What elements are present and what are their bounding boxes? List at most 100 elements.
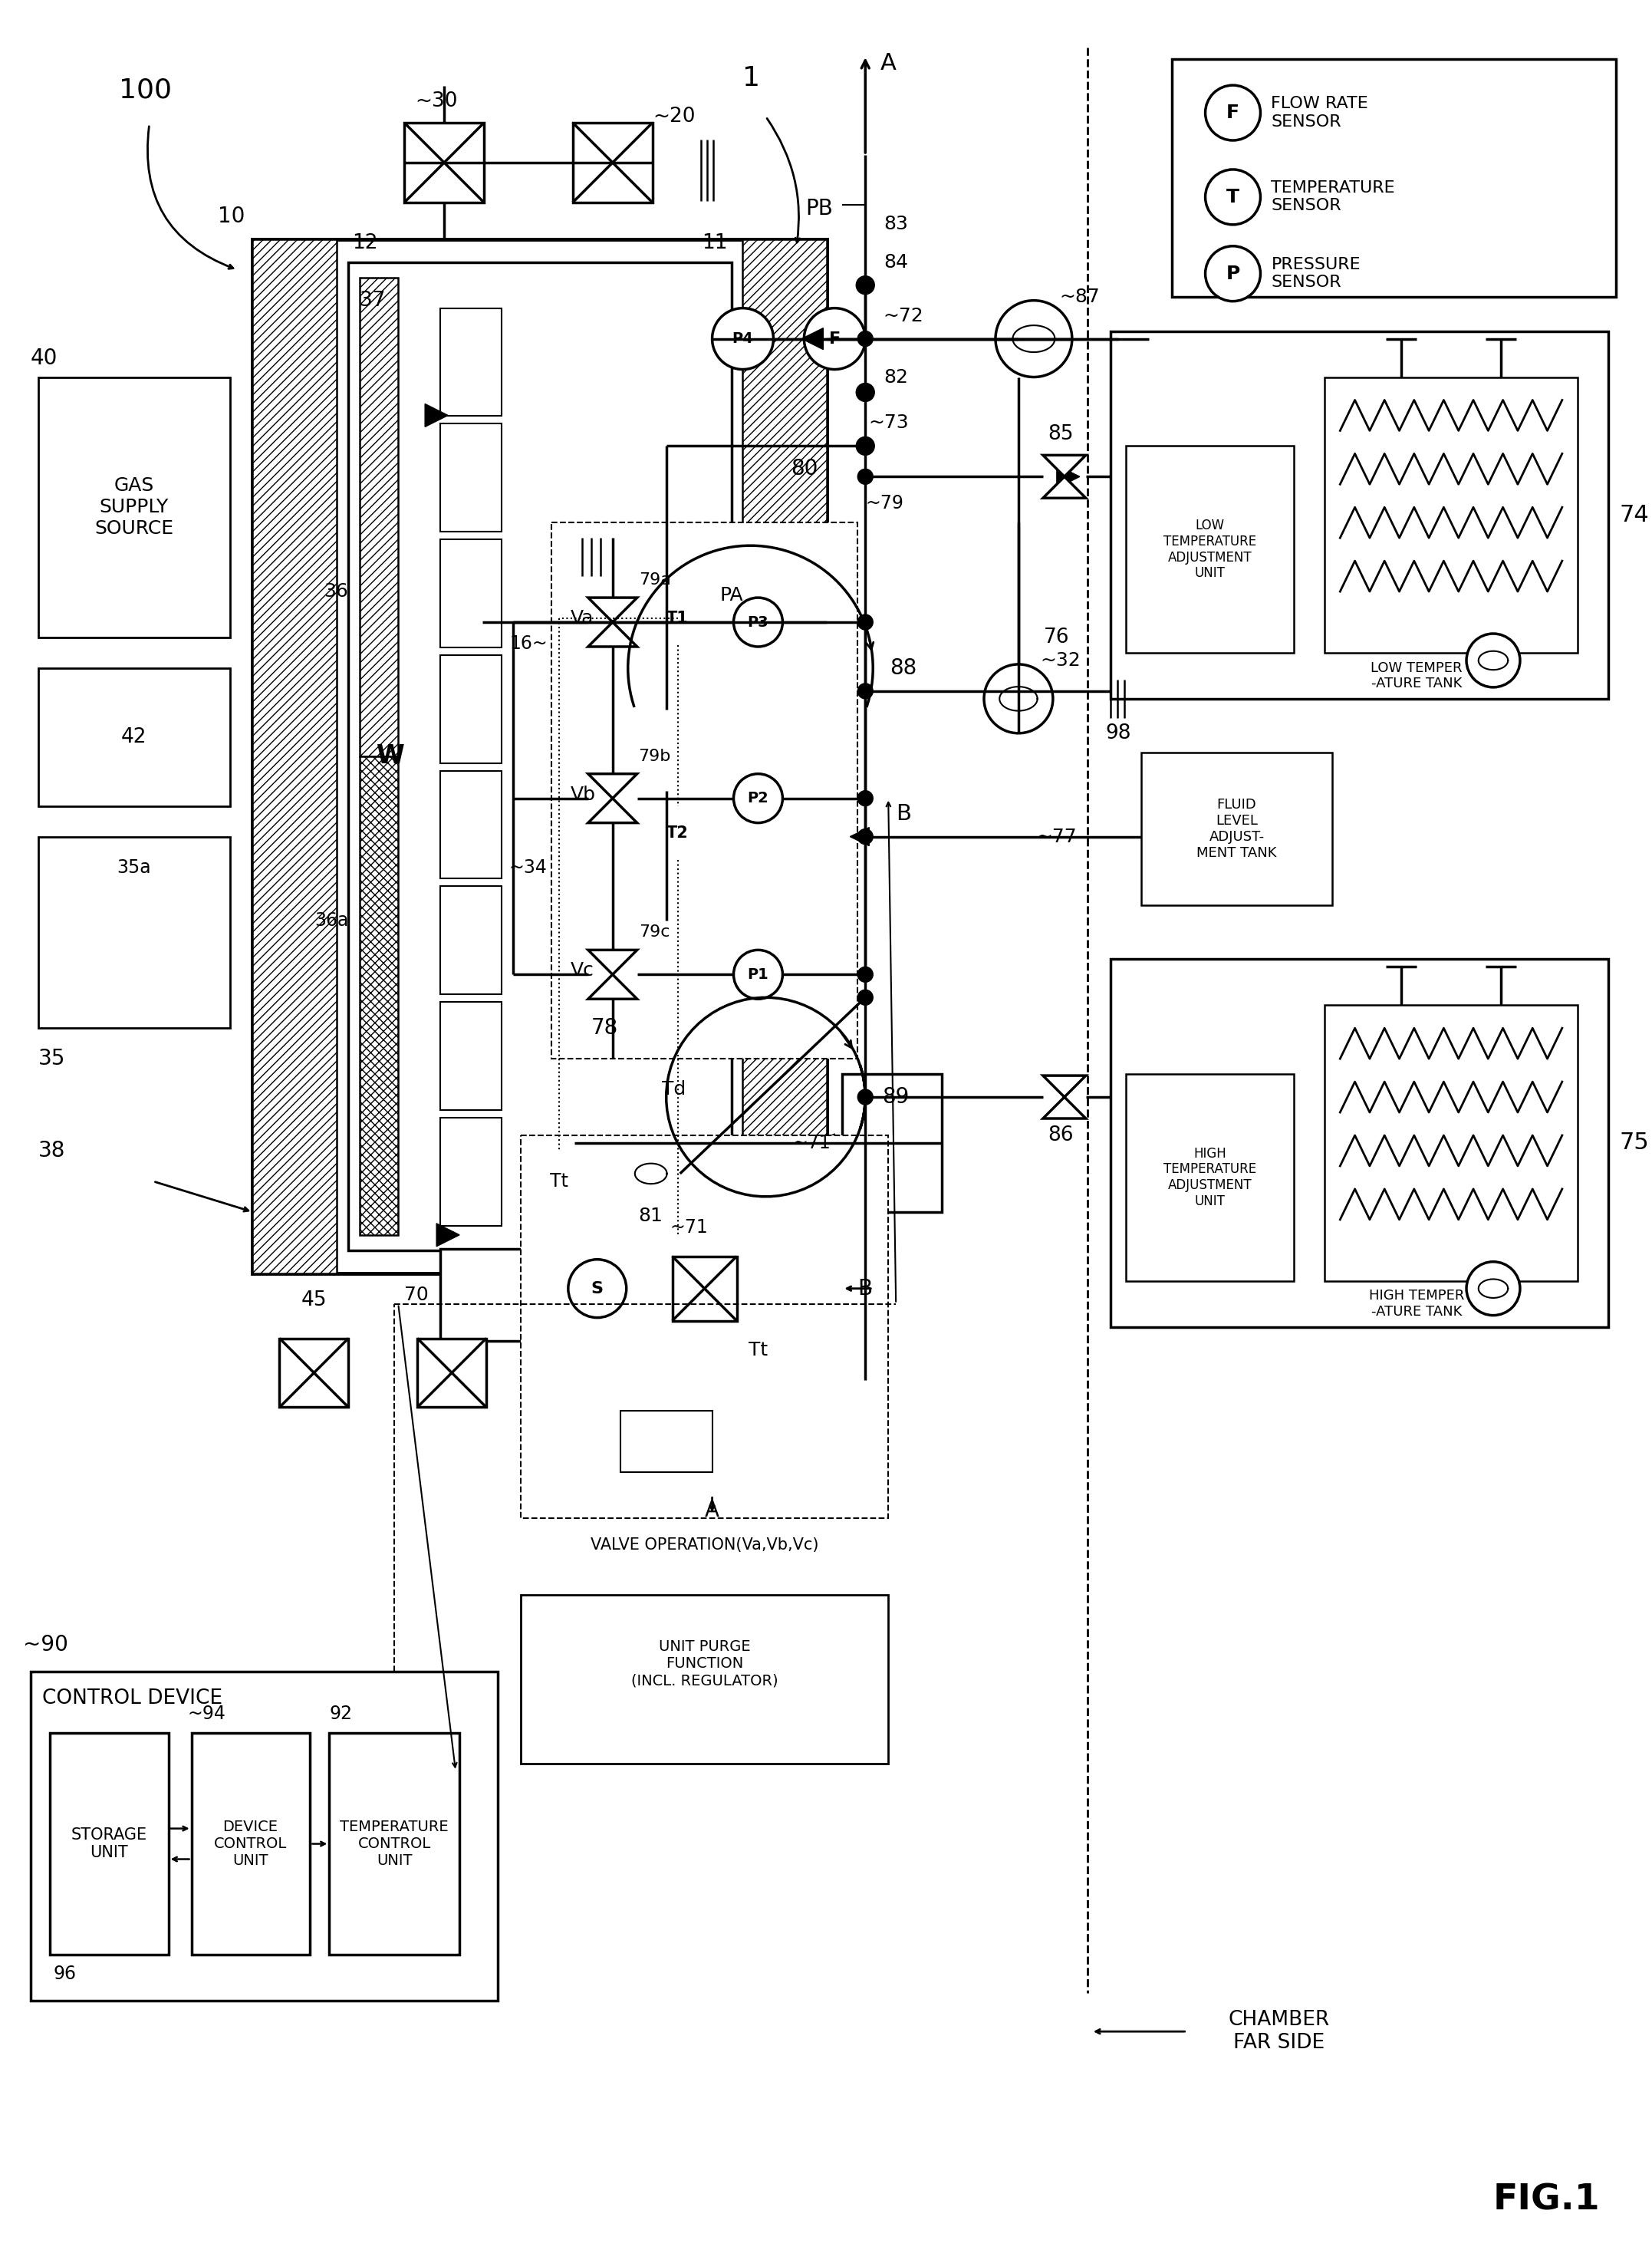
Circle shape: [856, 277, 874, 295]
Bar: [38, 378, 230, 637]
Text: PB: PB: [806, 198, 833, 218]
Circle shape: [733, 598, 783, 646]
Polygon shape: [816, 1134, 834, 1152]
Text: 16~: 16~: [509, 634, 547, 652]
Circle shape: [651, 806, 704, 860]
Bar: [620, 1411, 712, 1472]
Text: 79a: 79a: [639, 572, 671, 587]
Text: ~72: ~72: [884, 306, 923, 324]
Text: TEMPERATURE
CONTROL
UNIT: TEMPERATURE CONTROL UNIT: [340, 1820, 449, 1868]
Text: 74: 74: [1619, 504, 1649, 526]
Text: S: S: [591, 1280, 603, 1296]
Polygon shape: [1042, 454, 1085, 497]
Text: GAS
SUPPLY
SOURCE: GAS SUPPLY SOURCE: [94, 477, 173, 538]
Text: P2: P2: [747, 792, 768, 806]
Bar: [441, 1249, 540, 1341]
Text: P4: P4: [732, 331, 753, 346]
Text: 88: 88: [890, 657, 917, 680]
Circle shape: [857, 684, 872, 700]
Circle shape: [712, 308, 773, 369]
Text: Td: Td: [662, 1080, 686, 1098]
Circle shape: [1206, 245, 1260, 302]
Bar: [552, 522, 857, 1060]
Text: 98: 98: [1105, 722, 1132, 743]
Bar: [360, 756, 398, 1235]
Text: 36a: 36a: [314, 911, 349, 929]
Bar: [349, 263, 732, 1251]
Bar: [441, 540, 502, 648]
Circle shape: [651, 592, 704, 646]
Circle shape: [733, 774, 783, 823]
Circle shape: [996, 302, 1072, 378]
Text: 84: 84: [884, 252, 909, 272]
Text: 82: 82: [884, 367, 909, 387]
Polygon shape: [436, 1224, 459, 1246]
Text: Vc: Vc: [570, 961, 595, 979]
Text: P3: P3: [747, 614, 768, 630]
Text: 78: 78: [591, 1017, 618, 1040]
Text: B: B: [857, 1278, 872, 1298]
Bar: [1171, 58, 1616, 297]
Text: P: P: [1226, 266, 1241, 284]
Text: CHAMBER
FAR SIDE: CHAMBER FAR SIDE: [1227, 2009, 1330, 2052]
Circle shape: [856, 382, 874, 400]
Text: ~71: ~71: [671, 1217, 709, 1238]
Polygon shape: [425, 403, 448, 428]
Text: FIG.1: FIG.1: [1493, 2182, 1601, 2216]
Bar: [441, 423, 502, 531]
Polygon shape: [801, 328, 823, 349]
Bar: [1125, 446, 1294, 652]
Text: 37: 37: [360, 290, 385, 311]
Circle shape: [1206, 169, 1260, 225]
Bar: [1325, 1006, 1578, 1280]
Text: 38: 38: [38, 1141, 66, 1161]
Circle shape: [568, 1260, 626, 1318]
Text: 86: 86: [1047, 1125, 1074, 1145]
Text: 42: 42: [121, 727, 147, 747]
Bar: [1142, 752, 1333, 905]
Bar: [405, 124, 484, 202]
Text: Tt: Tt: [550, 1172, 568, 1190]
Text: 11: 11: [702, 234, 727, 252]
Circle shape: [985, 664, 1052, 734]
Text: W: W: [377, 743, 405, 770]
Text: 1: 1: [743, 65, 760, 92]
Text: ~71: ~71: [793, 1134, 831, 1152]
Text: ~73: ~73: [867, 414, 909, 432]
Bar: [418, 1339, 486, 1406]
Text: FLUID
LEVEL
ADJUST-
MENT TANK: FLUID LEVEL ADJUST- MENT TANK: [1196, 799, 1277, 860]
Text: 79b: 79b: [638, 749, 671, 763]
Text: TEMPERATURE
SENSOR: TEMPERATURE SENSOR: [1270, 180, 1396, 214]
Text: A: A: [881, 52, 897, 74]
Text: 70: 70: [405, 1285, 430, 1303]
Polygon shape: [588, 598, 638, 646]
Text: ~90: ~90: [23, 1633, 68, 1656]
Text: ~32: ~32: [1041, 650, 1080, 670]
Text: 75: 75: [1619, 1132, 1649, 1154]
Text: PRESSURE
SENSOR: PRESSURE SENSOR: [1270, 257, 1361, 290]
Circle shape: [857, 1089, 872, 1105]
Text: 79c: 79c: [639, 925, 671, 940]
Bar: [1325, 378, 1578, 652]
Bar: [253, 238, 828, 1273]
Bar: [50, 1732, 169, 1955]
Bar: [192, 1732, 311, 1955]
Text: LOW TEMPER
-ATURE TANK: LOW TEMPER -ATURE TANK: [1371, 662, 1462, 691]
Text: VALVE OPERATION(Va,Vb,Vc): VALVE OPERATION(Va,Vb,Vc): [590, 1537, 819, 1552]
Text: 80: 80: [790, 459, 818, 479]
Circle shape: [621, 1145, 681, 1204]
Bar: [38, 837, 230, 1028]
Bar: [441, 1118, 502, 1226]
Text: B: B: [895, 803, 912, 823]
Text: DEVICE
CONTROL
UNIT: DEVICE CONTROL UNIT: [213, 1820, 287, 1868]
Text: F: F: [829, 331, 841, 346]
Circle shape: [1467, 634, 1520, 686]
Bar: [441, 308, 502, 416]
Text: FLOW RATE
SENSOR: FLOW RATE SENSOR: [1270, 97, 1368, 128]
Polygon shape: [1042, 1076, 1085, 1118]
Bar: [441, 887, 502, 994]
Circle shape: [857, 990, 872, 1006]
Text: CONTROL DEVICE: CONTROL DEVICE: [41, 1688, 223, 1708]
Text: 35a: 35a: [117, 857, 150, 878]
Text: 12: 12: [352, 234, 378, 252]
